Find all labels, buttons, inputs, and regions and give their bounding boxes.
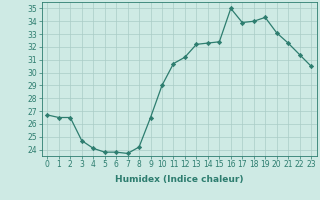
X-axis label: Humidex (Indice chaleur): Humidex (Indice chaleur): [115, 175, 244, 184]
